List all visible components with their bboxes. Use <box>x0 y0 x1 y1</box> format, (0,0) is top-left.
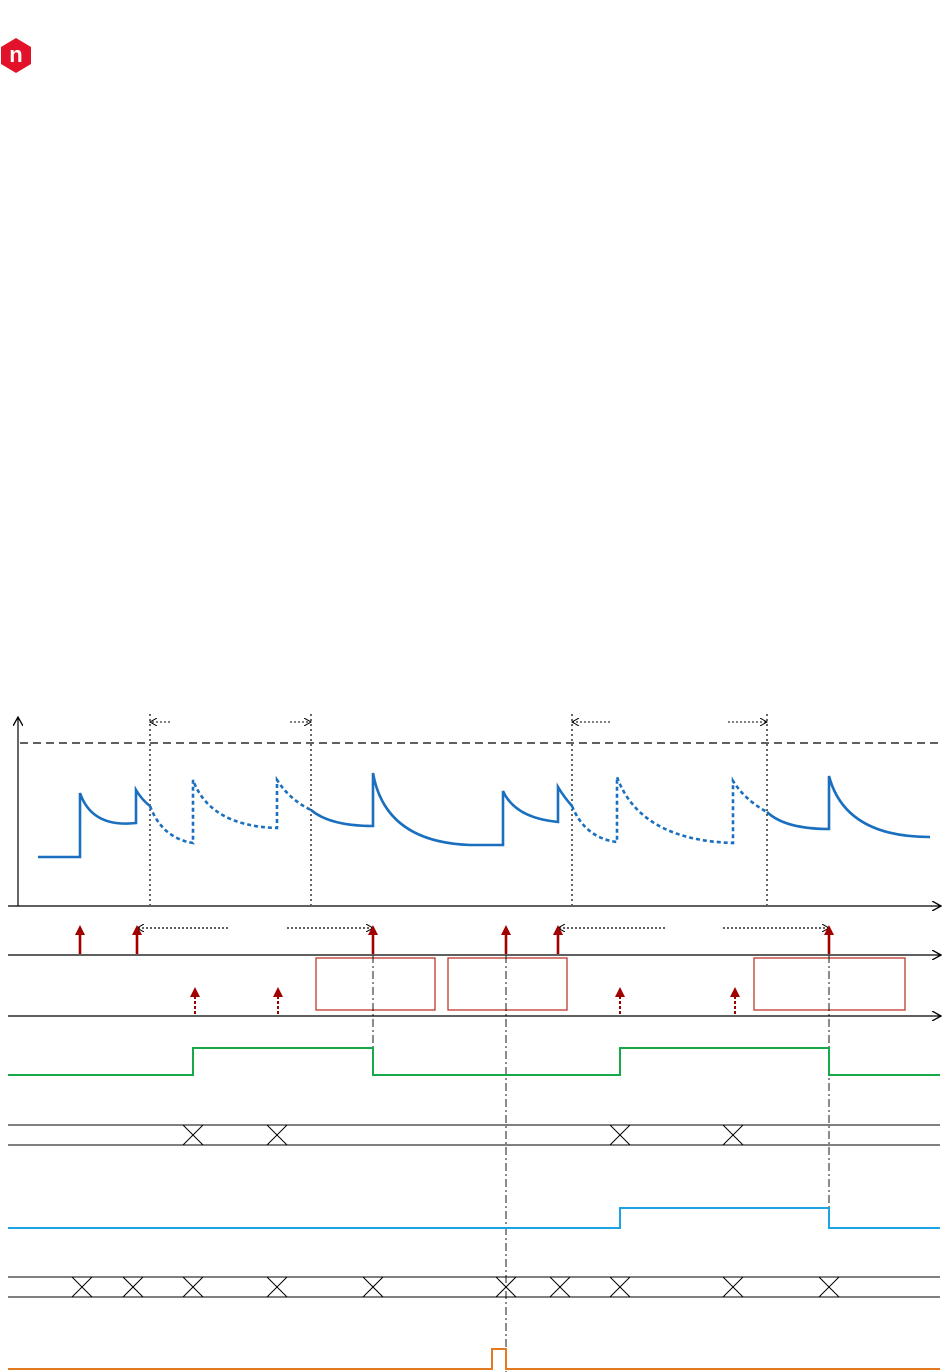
bus-cross <box>549 1276 571 1298</box>
logo-letter: n <box>9 42 22 67</box>
green-signal <box>8 1047 940 1076</box>
bus-cross <box>122 1276 144 1298</box>
cyan-signal <box>8 1207 940 1229</box>
bus-cross <box>609 1276 631 1298</box>
bus-cross <box>182 1124 204 1146</box>
signal-waveform <box>38 785 151 859</box>
bus-cross <box>722 1276 744 1298</box>
bus-cross <box>266 1124 288 1146</box>
signal-waveform <box>148 775 312 845</box>
event-box <box>753 957 906 1011</box>
bus-cross <box>182 1276 204 1298</box>
logo-hexagon <box>1 38 31 73</box>
bus-cross <box>362 1276 384 1298</box>
signal-waveform <box>766 775 931 839</box>
orange-signal <box>8 1348 940 1370</box>
bus-cross <box>818 1276 840 1298</box>
bus-cross <box>266 1276 288 1298</box>
logo: n <box>1 38 31 73</box>
event-box <box>315 957 436 1011</box>
signal-waveform <box>570 776 768 845</box>
event-box <box>447 957 568 1011</box>
signal-waveform <box>310 772 573 847</box>
bus-cross <box>495 1276 517 1298</box>
bus-cross <box>609 1124 631 1146</box>
bus-cross <box>722 1124 744 1146</box>
bus-cross <box>71 1276 93 1298</box>
